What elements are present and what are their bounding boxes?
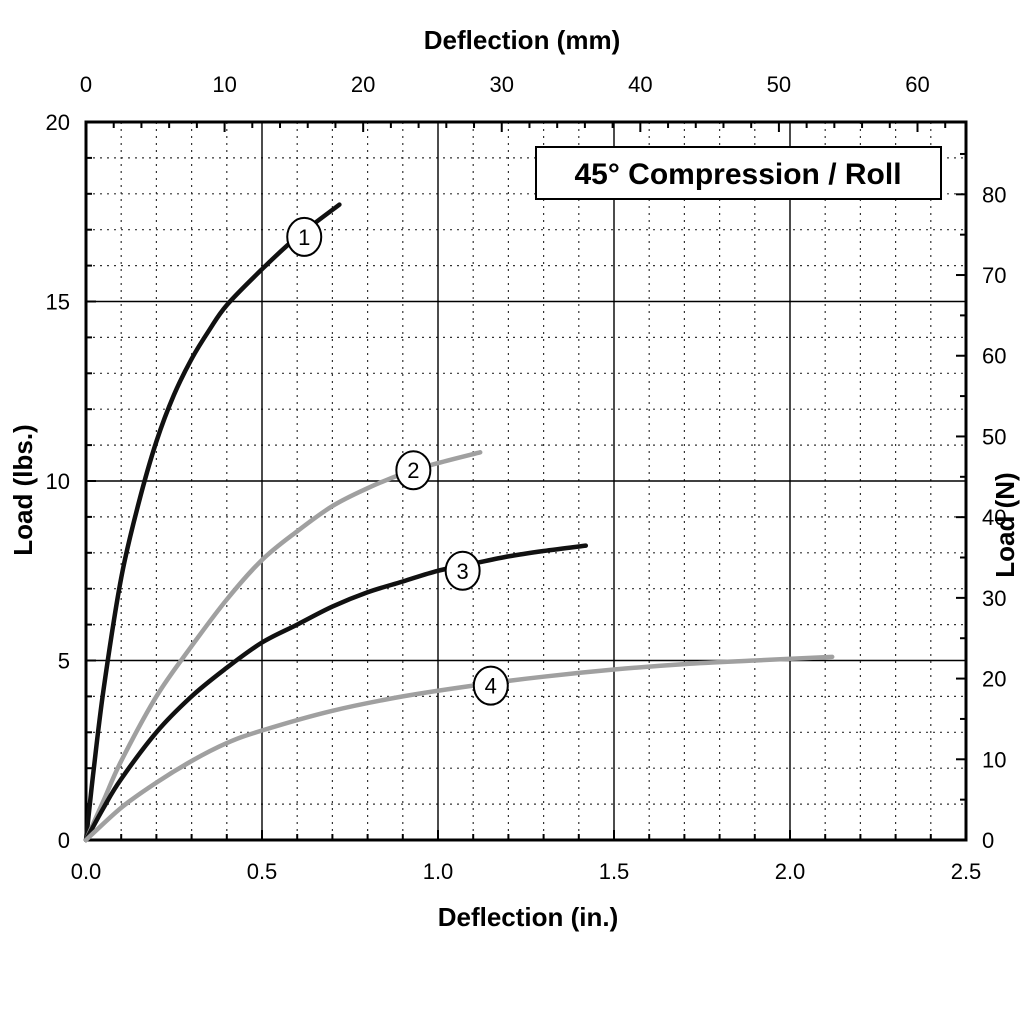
- y2-tick-label: 20: [982, 667, 1006, 692]
- y2-tick-label: 40: [982, 505, 1006, 530]
- series-marker-label: 1: [298, 225, 310, 250]
- series-marker-1: 1: [286, 216, 323, 257]
- series-line-3: [83, 543, 589, 843]
- y2-tick-label: 10: [982, 747, 1006, 772]
- series-marker-circle: [395, 450, 432, 491]
- series-marker-circle: [444, 550, 481, 591]
- series-marker-3: 3: [444, 550, 481, 591]
- axis-ticks: 0.0 0.5 1.0 1.5 2.0 2.50 10 20 30 40 50 60051015200…: [46, 72, 1007, 884]
- chart-title-box: 45° Compression / Roll: [535, 146, 942, 200]
- x2-tick-label: 40: [628, 72, 652, 97]
- x-axis-title-top: Deflection (mm): [424, 25, 620, 55]
- series-marker-label: 4: [485, 674, 497, 699]
- y-tick-label: 10: [46, 469, 70, 494]
- x-tick-label: 0.5: [247, 859, 278, 884]
- x-tick-label: 2.0: [775, 859, 806, 884]
- y2-tick-label: 30: [982, 586, 1006, 611]
- x2-tick-label: 30: [490, 72, 514, 97]
- series-marker-label: 3: [457, 559, 469, 584]
- series-markers: 1 2 3 4: [286, 216, 509, 706]
- plot-frame: [84, 120, 968, 842]
- x2-tick-label: 10: [212, 72, 236, 97]
- x2-tick-label: 60: [905, 72, 929, 97]
- x2-tick-label: 0: [80, 72, 92, 97]
- grid-lines: [86, 122, 966, 840]
- x-tick-label: 0.0: [71, 859, 102, 884]
- series-marker-4: 4: [472, 665, 509, 706]
- y2-tick-label: 50: [982, 424, 1006, 449]
- series-lines: [83, 202, 835, 843]
- series-marker-circle: [472, 665, 509, 706]
- x2-tick-label: 20: [351, 72, 375, 97]
- series-marker-label: 2: [407, 458, 419, 483]
- y-tick-label: 20: [46, 110, 70, 135]
- x2-tick-label: 50: [767, 72, 791, 97]
- series-marker-2: 2: [395, 450, 432, 491]
- y-tick-label: 0: [58, 828, 70, 853]
- y2-tick-label: 0: [982, 828, 994, 853]
- series-line-1: [83, 202, 342, 843]
- y-axis-title-left: Load (lbs.): [8, 424, 38, 555]
- series-marker-circle: [286, 216, 323, 257]
- x-tick-label: 1.5: [599, 859, 630, 884]
- y-tick-label: 5: [58, 649, 70, 674]
- x-tick-label: 1.0: [423, 859, 454, 884]
- chart-title: 45° Compression / Roll: [574, 158, 901, 191]
- y2-tick-label: 60: [982, 344, 1006, 369]
- series-line-4: [83, 654, 835, 843]
- y2-tick-label: 80: [982, 182, 1006, 207]
- y2-tick-label: 70: [982, 263, 1006, 288]
- series-line-2: [83, 450, 483, 843]
- y-axis-title-right: Load (N): [990, 472, 1020, 577]
- x-axis-title-bottom: Deflection (in.): [438, 902, 619, 932]
- x-tick-label: 2.5: [951, 859, 982, 884]
- y-tick-label: 15: [46, 290, 70, 315]
